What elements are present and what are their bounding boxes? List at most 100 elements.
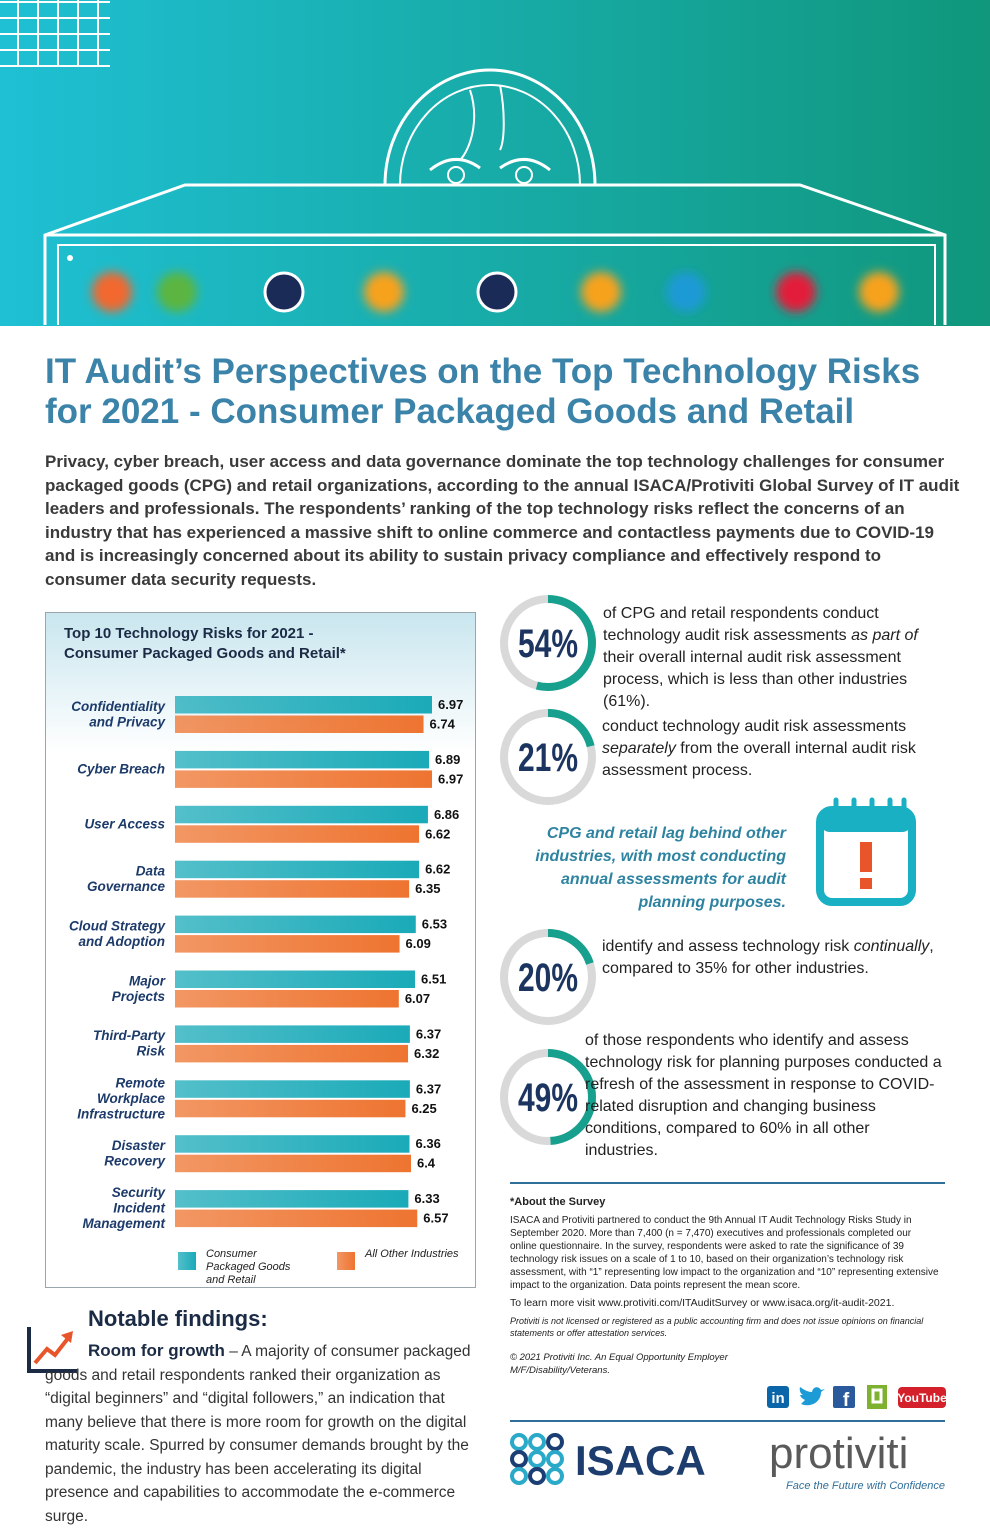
stat-text-part: from the overall internal audit risk ass… <box>602 740 916 779</box>
about-more: To learn more visit www.protiviti.com/IT… <box>510 1297 895 1309</box>
category-label: Projects <box>112 989 166 1004</box>
donut: 20% <box>500 929 596 1025</box>
bar <box>175 880 410 898</box>
category-label: Risk <box>136 1044 166 1059</box>
stat-text-part: of those respondents who identify and as… <box>585 1032 942 1159</box>
value-label: 6.53 <box>422 917 447 932</box>
bar <box>175 715 424 733</box>
category-label: and Adoption <box>79 934 165 949</box>
value-label: 6.32 <box>414 1046 439 1061</box>
disclaimer: Protiviti is not licensed or registered … <box>510 1316 924 1338</box>
category-label: Incident <box>113 1201 165 1216</box>
divider <box>510 1420 945 1422</box>
facebook-icon[interactable]: f <box>843 1390 850 1411</box>
category-label: Workplace <box>97 1091 166 1106</box>
value-label: 6.35 <box>415 881 440 896</box>
twitter-icon[interactable] <box>799 1387 825 1406</box>
bar <box>175 750 430 769</box>
value-label: 6.51 <box>421 972 446 987</box>
social-icons: in f YouTube <box>767 1385 947 1411</box>
donut-arc <box>500 1049 596 1145</box>
bar <box>175 1099 406 1118</box>
category-label: Management <box>82 1216 165 1231</box>
value-label: 6.4 <box>417 1156 436 1171</box>
category-label: Cloud Strategy <box>69 918 167 933</box>
stat-text: of those respondents who identify and as… <box>585 1030 945 1162</box>
stat-text-part: , compared to 35% for other industries. <box>602 938 934 977</box>
logos: ISACA protiviti Face the Future with Con… <box>510 1429 945 1492</box>
tagline: Face the Future with Confidence <box>786 1480 945 1492</box>
finding: Room for growth – A majority of consumer… <box>45 1339 480 1528</box>
page-title: IT Audit’s Perspectives on the Top Techn… <box>45 352 921 431</box>
stat-text-part: identify and assess technology risk <box>602 938 854 955</box>
bar <box>175 860 420 879</box>
stat-text-part: their overall internal audit risk assess… <box>603 649 908 710</box>
bar <box>175 1190 409 1208</box>
category-label: Data <box>136 863 166 878</box>
category-label: Cyber Breach <box>77 761 165 776</box>
value-label: 6.37 <box>416 1026 441 1041</box>
value-label: 6.97 <box>438 697 463 712</box>
category-label: Remote <box>115 1075 165 1090</box>
bar <box>175 990 399 1008</box>
category-label: Confidentiality <box>71 699 166 714</box>
growth-icon <box>27 1327 77 1373</box>
bar <box>175 1044 409 1063</box>
value-label: 6.97 <box>438 771 463 786</box>
about: *About the Survey ISACA and Protiviti pa… <box>510 1196 940 1382</box>
category-label: Infrastructure <box>77 1106 165 1121</box>
stat-number: 20% <box>518 956 578 1000</box>
value-label: 6.25 <box>411 1101 436 1116</box>
protiviti-logo[interactable]: protiviti <box>769 1429 908 1478</box>
finding-title: Room for growth <box>88 1341 225 1360</box>
finding-text: – A majority of consumer packaged goods … <box>45 1343 471 1525</box>
legend-label: Consumer Packaged Goods and Retail <box>206 1248 291 1286</box>
stat-number: 49% <box>518 1076 578 1120</box>
donut: 49% <box>500 1049 596 1145</box>
bar <box>175 1025 410 1043</box>
bar <box>175 770 432 788</box>
callout: CPG and retail lag behind other industri… <box>535 825 786 911</box>
about-body: ISACA and Protiviti partnered to conduct… <box>510 1215 939 1291</box>
divider <box>510 1182 945 1184</box>
bar <box>175 805 428 824</box>
donut: 21% <box>500 709 596 805</box>
value-label: 6.36 <box>416 1136 441 1151</box>
stat-text-part: of CPG and retail respondents conduct te… <box>603 605 879 644</box>
category-label: Security <box>112 1185 167 1200</box>
chart-title: Top 10 Technology Risks for 2021 - Consu… <box>64 625 346 662</box>
value-label: 6.33 <box>414 1191 439 1206</box>
value-label: 6.62 <box>425 826 450 841</box>
bar <box>175 915 416 934</box>
category-label: Third-Party <box>93 1028 167 1043</box>
category-label: Major <box>129 973 166 988</box>
stat-number: 21% <box>518 736 578 780</box>
category-label: User Access <box>84 816 165 831</box>
stat-text-part: as part of <box>851 627 918 644</box>
bar <box>175 696 432 714</box>
bar <box>175 1154 411 1173</box>
isaca-logo[interactable]: ISACA <box>575 1437 706 1484</box>
stat-text-part: conduct technology audit risk assessment… <box>602 718 907 735</box>
stat-text: conduct technology audit risk assessment… <box>602 716 945 782</box>
youtube-icon[interactable]: YouTube <box>897 1391 947 1405</box>
header-banner <box>0 0 990 326</box>
legend-label: All Other Industries <box>365 1248 459 1260</box>
value-label: 6.07 <box>405 991 430 1006</box>
value-label: 6.62 <box>425 862 450 877</box>
intro: Privacy, cyber breach, user access and d… <box>45 452 960 589</box>
stat-text-part: continually <box>853 938 930 955</box>
category-label: and Privacy <box>89 714 166 729</box>
donut-arc <box>500 929 596 1025</box>
bar <box>175 1135 410 1153</box>
calendar-icon <box>816 797 916 906</box>
linkedin-icon[interactable]: in <box>771 1390 784 1407</box>
stat-text: identify and assess technology risk cont… <box>602 936 945 980</box>
bar <box>175 970 416 988</box>
category-label: Disaster <box>112 1138 166 1153</box>
stat-text: of CPG and retail respondents conduct te… <box>603 603 945 713</box>
findings-heading: Notable findings: <box>88 1306 268 1331</box>
stat-number: 54% <box>518 622 578 666</box>
